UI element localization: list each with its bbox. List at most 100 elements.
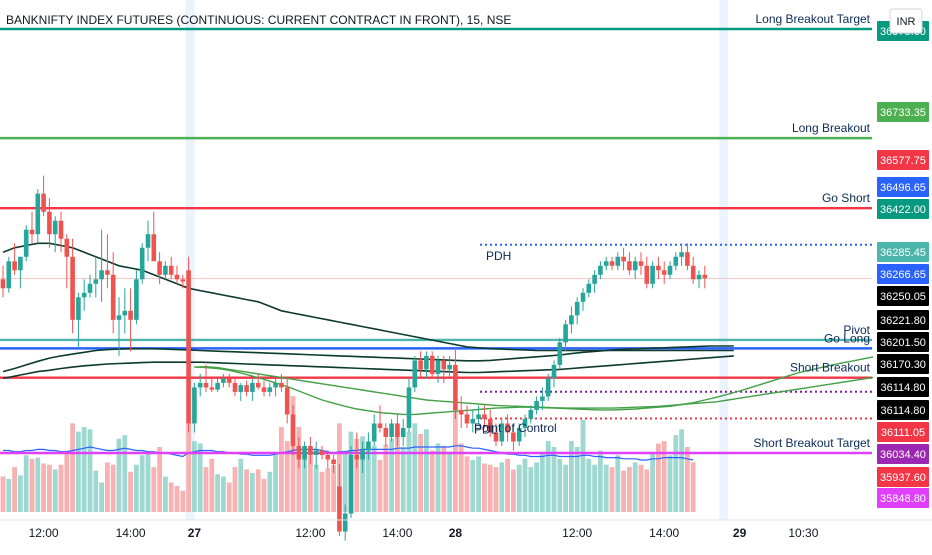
candle[interactable]: [580, 288, 586, 311]
candle[interactable]: [255, 373, 261, 390]
candle[interactable]: [621, 247, 626, 271]
candle[interactable]: [238, 382, 244, 401]
currency-badge[interactable]: INR: [889, 8, 923, 34]
candle[interactable]: [540, 387, 545, 410]
candle[interactable]: [592, 270, 597, 293]
candle[interactable]: [482, 405, 487, 428]
candle[interactable]: [319, 445, 325, 460]
candle[interactable]: [70, 238, 75, 334]
candle[interactable]: [290, 405, 296, 455]
candle[interactable]: [325, 450, 331, 469]
price-tag[interactable]: 36733.35: [877, 102, 929, 122]
candle[interactable]: [569, 306, 574, 334]
price-tag[interactable]: 36266.65: [877, 264, 929, 284]
candle[interactable]: [168, 256, 174, 280]
price-tag[interactable]: 36114.80: [877, 377, 929, 397]
candle[interactable]: [638, 252, 644, 275]
candle[interactable]: [23, 225, 29, 262]
candle[interactable]: [157, 252, 162, 284]
candle[interactable]: [505, 414, 510, 442]
candle[interactable]: [308, 436, 313, 464]
candle[interactable]: [690, 256, 696, 284]
candle[interactable]: [284, 378, 290, 424]
candle[interactable]: [418, 351, 423, 379]
candle[interactable]: [128, 288, 133, 352]
candle[interactable]: [412, 355, 418, 392]
candle[interactable]: [424, 351, 429, 379]
candle[interactable]: [302, 441, 307, 469]
candle[interactable]: [551, 360, 557, 388]
candle[interactable]: [389, 418, 394, 442]
candle[interactable]: [493, 423, 499, 446]
candle[interactable]: [18, 256, 23, 289]
candle[interactable]: [574, 297, 580, 325]
candle[interactable]: [366, 432, 371, 460]
candle[interactable]: [134, 270, 139, 325]
candle[interactable]: [476, 405, 481, 424]
candle[interactable]: [667, 261, 673, 280]
candle[interactable]: [377, 405, 383, 433]
candle[interactable]: [197, 373, 203, 397]
candle[interactable]: [586, 279, 592, 298]
candle[interactable]: [313, 441, 319, 469]
candle[interactable]: [110, 252, 116, 334]
candle[interactable]: [511, 423, 516, 451]
candle[interactable]: [41, 175, 46, 217]
candle[interactable]: [661, 261, 667, 284]
candle[interactable]: [12, 243, 17, 275]
time-axis[interactable]: 12:00 14:00 27 12:00 14:00 28 12:00 14:00 29 10:3…: [0, 519, 932, 540]
candle[interactable]: [632, 256, 638, 280]
candle[interactable]: [516, 423, 522, 446]
candle[interactable]: [221, 373, 226, 388]
candle[interactable]: [441, 355, 447, 383]
price-tag[interactable]: 36496.65: [877, 177, 929, 197]
candle[interactable]: [337, 463, 342, 537]
price-tag[interactable]: 36114.80: [877, 400, 929, 420]
candle[interactable]: [267, 382, 273, 397]
candle[interactable]: [81, 279, 87, 311]
candle[interactable]: [209, 378, 215, 392]
candle[interactable]: [93, 256, 99, 298]
candle[interactable]: [650, 261, 655, 289]
candle[interactable]: [360, 441, 365, 474]
candle[interactable]: [52, 216, 58, 253]
candle[interactable]: [627, 252, 632, 275]
price-tag[interactable]: 36034.40: [877, 444, 929, 464]
candle[interactable]: [215, 378, 220, 392]
candle[interactable]: [371, 414, 377, 446]
candle[interactable]: [29, 211, 35, 244]
candle[interactable]: [47, 198, 52, 248]
candle[interactable]: [122, 288, 128, 334]
candle[interactable]: [603, 256, 609, 271]
candle[interactable]: [354, 432, 360, 469]
candle[interactable]: [458, 396, 464, 428]
candle[interactable]: [557, 337, 563, 370]
candle[interactable]: [296, 436, 302, 469]
candle[interactable]: [400, 418, 406, 446]
candle[interactable]: [598, 261, 603, 280]
price-tag[interactable]: 36285.45: [877, 242, 929, 262]
candle[interactable]: [656, 256, 661, 280]
candle[interactable]: [487, 409, 493, 437]
price-tag[interactable]: 36170.30: [877, 354, 929, 374]
candle[interactable]: [545, 373, 551, 401]
price-tag[interactable]: 36422.00: [877, 199, 929, 219]
candle[interactable]: [244, 380, 249, 397]
candle[interactable]: [499, 418, 505, 446]
candle[interactable]: [203, 364, 209, 392]
candle[interactable]: [406, 378, 412, 433]
candle[interactable]: [87, 274, 93, 298]
price-tag[interactable]: 35937.60: [877, 467, 929, 487]
candle[interactable]: [139, 243, 145, 284]
candle[interactable]: [470, 409, 476, 433]
candle[interactable]: [696, 270, 702, 289]
candle[interactable]: [116, 297, 122, 356]
candle[interactable]: [679, 243, 684, 266]
candle[interactable]: [145, 220, 151, 262]
candle[interactable]: [105, 234, 110, 289]
candle[interactable]: [615, 252, 621, 271]
candle[interactable]: [186, 256, 191, 433]
candle[interactable]: [35, 189, 41, 244]
candle[interactable]: [563, 319, 568, 352]
